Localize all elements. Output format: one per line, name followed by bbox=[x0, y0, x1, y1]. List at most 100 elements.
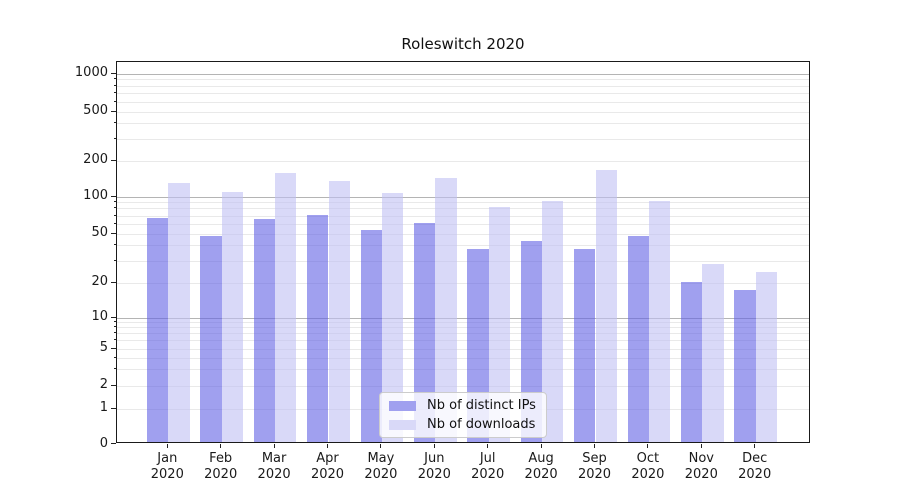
bar-downloads bbox=[328, 181, 350, 442]
y-tick-label: 2 bbox=[99, 377, 108, 392]
bar-distinct-ips bbox=[253, 218, 276, 442]
gridline-minor bbox=[117, 123, 809, 125]
legend-item-downloads: Nb of downloads bbox=[389, 417, 537, 432]
x-tick-label: Aug 2020 bbox=[513, 451, 569, 483]
y-minor-tick bbox=[113, 100, 116, 102]
x-label-year: 2020 bbox=[738, 467, 772, 482]
x-tick bbox=[380, 443, 382, 448]
x-tick-label: Feb 2020 bbox=[193, 451, 249, 483]
x-label-month: Jul bbox=[479, 451, 496, 466]
gridline-minor bbox=[117, 138, 809, 140]
y-tick-label: 20 bbox=[91, 274, 108, 289]
x-label-year: 2020 bbox=[631, 467, 665, 482]
gridline-minor bbox=[117, 340, 809, 342]
x-tick bbox=[700, 443, 702, 448]
gridline-minor bbox=[117, 282, 809, 284]
x-label-year: 2020 bbox=[524, 467, 558, 482]
y-tick bbox=[111, 159, 116, 161]
x-tick bbox=[327, 443, 328, 448]
y-minor-tick bbox=[113, 321, 116, 323]
y-tick-label: 500 bbox=[83, 103, 108, 118]
bar-distinct-ips bbox=[520, 240, 543, 442]
x-label-year: 2020 bbox=[257, 467, 291, 482]
legend-swatch-distinct-ips bbox=[389, 400, 416, 411]
x-tick-label: Nov 2020 bbox=[673, 451, 729, 483]
bar-distinct-ips bbox=[734, 289, 756, 442]
y-minor-tick bbox=[113, 259, 116, 261]
y-minor-tick bbox=[113, 356, 116, 358]
bar-distinct-ips bbox=[574, 248, 596, 442]
x-tick-label: Sep 2020 bbox=[567, 451, 623, 483]
x-tick bbox=[540, 443, 542, 448]
y-tick-label: 1 bbox=[99, 400, 108, 415]
legend-swatch-downloads bbox=[389, 419, 416, 430]
y-tick bbox=[111, 443, 116, 444]
bar-downloads bbox=[435, 178, 457, 442]
y-minor-tick bbox=[113, 214, 116, 216]
legend-item-distinct-ips: Nb of distinct IPs bbox=[389, 398, 537, 413]
gridline-minor bbox=[117, 215, 809, 217]
bar-distinct-ips bbox=[307, 214, 329, 442]
y-minor-tick bbox=[113, 137, 116, 139]
y-tick bbox=[111, 232, 116, 234]
bar-downloads bbox=[648, 200, 671, 442]
gridline-minor bbox=[117, 385, 809, 387]
y-tick bbox=[111, 407, 116, 409]
y-tick bbox=[111, 72, 116, 74]
y-minor-tick bbox=[113, 368, 116, 370]
x-label-month: Dec bbox=[742, 451, 768, 466]
x-tick-label: Dec 2020 bbox=[727, 451, 783, 483]
bar-distinct-ips bbox=[627, 235, 649, 442]
x-label-month: May bbox=[367, 451, 395, 466]
bar-distinct-ips bbox=[200, 235, 222, 442]
gridline-minor bbox=[117, 208, 809, 210]
x-label-year: 2020 bbox=[150, 467, 184, 482]
y-tick bbox=[111, 110, 116, 112]
gridline-minor bbox=[117, 85, 809, 87]
x-tick-label: Jan 2020 bbox=[139, 451, 195, 483]
bar-downloads bbox=[755, 271, 778, 442]
gridline-minor bbox=[117, 101, 809, 103]
gridline-minor bbox=[117, 333, 809, 335]
x-label-year: 2020 bbox=[577, 467, 612, 482]
y-tick-label: 100 bbox=[83, 188, 108, 203]
plot-area: Nb of distinct IPs Nb of downloads bbox=[116, 61, 810, 443]
x-label-month: Jun bbox=[424, 451, 445, 466]
x-tick-label: Oct 2020 bbox=[620, 451, 676, 483]
x-label-year: 2020 bbox=[204, 467, 238, 482]
gridline-minor bbox=[117, 93, 809, 95]
x-tick bbox=[433, 443, 435, 448]
legend-label-downloads: Nb of downloads bbox=[427, 417, 536, 432]
x-label-month: Oct bbox=[636, 451, 660, 466]
y-minor-tick bbox=[113, 78, 116, 80]
x-label-year: 2020 bbox=[471, 467, 505, 482]
y-tick bbox=[111, 195, 116, 197]
gridline-minor bbox=[117, 79, 809, 81]
y-minor-tick bbox=[113, 207, 116, 209]
y-minor-tick bbox=[113, 84, 116, 86]
y-minor-tick bbox=[113, 222, 116, 224]
x-tick-label: May 2020 bbox=[353, 451, 409, 483]
gridline-minor bbox=[117, 111, 809, 113]
y-tick bbox=[111, 347, 116, 349]
x-tick-label: Jun 2020 bbox=[406, 451, 462, 483]
gridline-major bbox=[117, 317, 809, 319]
bar-downloads bbox=[275, 173, 297, 442]
x-label-month: Apr bbox=[316, 451, 339, 466]
y-minor-tick bbox=[113, 244, 116, 246]
x-tick bbox=[487, 443, 489, 448]
y-tick-label: 1000 bbox=[74, 65, 108, 80]
gridline-minor bbox=[117, 357, 809, 359]
bar-distinct-ips bbox=[680, 281, 703, 442]
bar-downloads bbox=[488, 207, 511, 442]
x-tick-label: Jul 2020 bbox=[460, 451, 516, 483]
chart-title: Roleswitch 2020 bbox=[401, 35, 525, 53]
gridline-minor bbox=[117, 369, 809, 371]
y-tick-label: 200 bbox=[83, 152, 108, 167]
bar-downloads bbox=[542, 201, 564, 442]
gridline-minor bbox=[117, 160, 809, 162]
gridline-major bbox=[117, 196, 809, 198]
gridline-minor bbox=[117, 223, 809, 225]
x-tick bbox=[220, 443, 222, 448]
y-minor-tick bbox=[113, 332, 116, 334]
